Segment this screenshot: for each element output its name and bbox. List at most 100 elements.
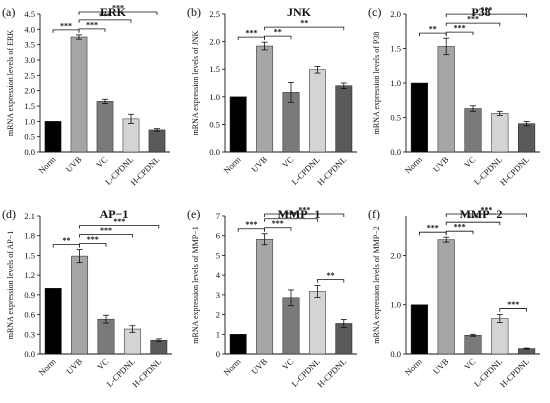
category-label: Norm [403,356,424,377]
y-tick-label: 1.5 [24,101,35,111]
significance-label: *** [507,300,519,309]
y-axis-label: mRNA expression levels of MMP−2 [372,226,381,343]
y-tick-label: 1.8 [24,231,35,241]
category-label: H-CPDNL [498,356,531,389]
bar-norm [44,121,62,153]
significance-bracket [445,213,527,217]
y-axis-label: mRNA expression levels of ERK [6,30,15,136]
category-label: H-CPDNL [315,154,348,187]
significance-bracket [264,26,345,31]
significance-bracket [79,243,107,247]
significance-label: *** [100,226,112,235]
y-tick-label: 1.5 [390,44,401,54]
significance-label: *** [272,219,284,228]
category-label: Norm [36,154,57,175]
y-tick-label: 2.0 [24,86,35,96]
significance-bracket [78,28,106,32]
significance-bracket [264,227,292,231]
bar-norm [229,96,247,153]
bar-h-cpdnl [335,323,353,355]
category-label: UVB [249,154,269,174]
y-tick-label: 1.5 [24,250,35,260]
y-tick-label: 2 [216,310,220,320]
y-axis-label: mRNA expression levels of P38 [372,32,381,135]
y-tick-label: 0.0 [209,147,220,157]
chart-title: P38 [471,5,490,19]
bar-h-cpdnl [150,339,168,355]
significance-bracket [445,13,527,18]
y-tick-label: 1 [216,329,220,339]
significance-bracket [445,22,501,27]
significance-label: *** [427,224,439,233]
panel-label: (e) [187,207,200,221]
significance-bracket [445,221,501,226]
chart-title: ERK [100,5,127,19]
panel-label: (c) [368,5,381,19]
significance-label: *** [467,214,479,223]
significance-label: *** [245,29,257,38]
y-tick-label: 0 [216,349,220,359]
bar-vc [282,297,300,355]
y-tick-label: 1.2 [24,270,35,280]
bar-uvb [71,255,89,355]
bar-vc [96,101,114,153]
panel-label: (a) [2,5,15,19]
significance-bracket [317,279,345,283]
chart-title: AP−1 [100,207,129,221]
y-tick-label: 2.5 [209,9,220,19]
significance-label: *** [87,235,99,244]
y-tick-label: 0.5 [390,113,401,123]
significance-bracket [264,35,292,40]
y-tick-label: 0.0 [24,349,35,359]
y-tick-label: 4.0 [24,24,35,34]
chart-title: MMP−2 [460,207,503,221]
significance-bracket [445,230,474,235]
y-tick-label: 4 [216,270,221,280]
category-label: H-CPDNL [315,356,348,389]
bar-norm [410,82,428,153]
significance-label: *** [480,6,492,15]
bar-uvb [256,45,274,153]
significance-bracket [79,234,133,238]
bar-vc [97,318,115,355]
category-label: UVB [431,356,451,376]
panel-label: (b) [187,5,201,19]
category-label: Norm [403,154,424,175]
category-label: VC [462,356,478,372]
panel-label: (f) [368,207,380,221]
y-tick-label: 2.0 [209,37,220,47]
y-tick-label: 0.0 [390,147,401,157]
y-tick-label: 2.5 [24,70,35,80]
y-tick-label: 1.0 [390,300,401,310]
y-tick-label: 3.0 [24,55,35,65]
y-tick-label: 1.0 [390,78,401,88]
bar-vc [464,335,482,355]
significance-label: ** [300,19,308,28]
category-label: Norm [37,356,58,377]
bar-uvb [256,239,274,355]
significance-bracket [445,31,474,36]
y-tick-label: 0.0 [390,349,401,359]
significance-label: *** [285,210,297,219]
chart-title: JNK [287,5,312,19]
bar-uvb [437,46,455,153]
category-label: UVB [64,356,84,376]
y-tick-label: 1.0 [24,116,35,126]
significance-label: *** [480,206,492,215]
significance-bracket [78,11,158,15]
bar-vc [464,108,482,153]
category-label: VC [95,356,111,372]
y-axis-label: mRNA expression levels of AP−1 [6,231,15,340]
bar-uvb [70,36,88,153]
y-tick-label: 0.5 [24,132,35,142]
bar-l-cpdnl [491,113,509,153]
category-label: UVB [64,154,84,174]
y-axis-label: mRNA expression levels of MMP−1 [191,226,200,343]
bar-norm [410,304,428,355]
